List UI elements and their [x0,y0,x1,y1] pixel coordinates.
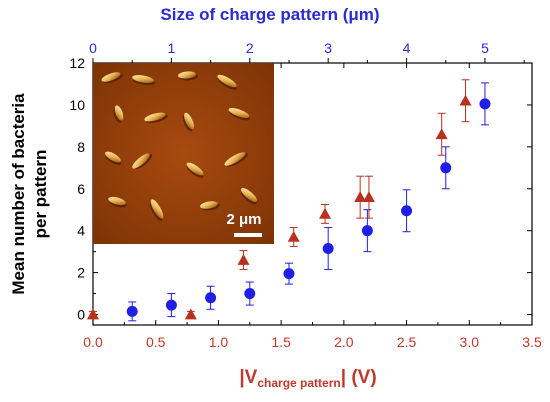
data-point-triangle [237,254,250,265]
afm-feature [105,151,121,163]
afm-feature [132,153,150,169]
top-tick-label: 4 [403,40,411,56]
bottom-axis-title-sub: charge pattern [257,376,340,390]
bottom-axis-ticks: 0.0 0.5 1.0 1.5 2.0 2.5 3.0 3.5 [83,63,542,350]
afm-feature [144,112,166,122]
y-axis-title-line1: Mean number of bacteria [9,93,28,295]
data-point-circle [283,268,295,280]
afm-scale-bar [234,233,262,237]
left-tick-label: 4 [77,223,85,239]
data-point-triangle [459,94,472,106]
afm-feature [114,105,124,121]
afm-feature [150,199,164,219]
bottom-tick-label: 0.5 [146,334,166,350]
data-point-circle [322,242,334,254]
afm-feature [224,152,246,166]
top-axis-ticks: 0 1 2 3 4 5 [89,40,525,63]
afm-feature [241,188,257,202]
afm-feature [200,201,218,209]
data-point-triangle [319,207,332,219]
data-point-circle [440,162,452,174]
left-tick-label: 12 [69,55,85,71]
afm-feature [186,162,204,176]
afm-feature [132,75,154,83]
data-point-triangle [435,128,448,140]
bottom-tick-label: 1.0 [209,334,229,350]
bottom-tick-label: 3.5 [522,334,542,350]
data-point-triangle [87,308,99,320]
left-tick-label: 6 [77,181,85,197]
bottom-tick-label: 2.5 [397,334,417,350]
left-tick-label: 10 [69,97,85,113]
afm-feature [101,72,121,82]
afm-feature [178,71,196,79]
bottom-axis-title-end: | (V) [341,367,377,388]
afm-feature [228,108,250,118]
afm-feature [108,196,126,206]
data-point-circle [205,292,217,304]
left-tick-label: 8 [77,139,85,155]
series-triangles [87,79,472,320]
top-tick-label: 5 [481,40,489,56]
bottom-tick-label: 0.0 [83,334,103,350]
data-point-triangle [287,230,300,242]
data-point-triangle [362,191,375,202]
data-point-circle [244,288,256,300]
data-point-circle [126,305,138,317]
data-point-circle [165,299,177,311]
afm-inset-features [101,71,257,221]
data-point-circle [361,225,373,237]
top-tick-label: 1 [167,40,175,56]
data-point-triangle [354,191,367,202]
afm-feature [217,74,237,88]
afm-feature [184,112,194,130]
top-tick-label: 2 [246,40,254,56]
bottom-axis-title: |Vcharge pattern| (V) [239,367,376,390]
bottom-tick-label: 1.5 [271,334,291,350]
bottom-tick-label: 2.0 [334,334,354,350]
series-circles [126,82,491,322]
bottom-axis-title-main: |V [239,367,257,388]
data-point-circle [401,205,413,217]
y-axis-title-line2: per pattern [31,150,50,239]
top-tick-label: 3 [324,40,332,56]
afm-scale-bar-label: 2 μm [226,211,261,228]
data-point-triangle [184,308,197,320]
top-axis-title: Size of charge pattern (μm) [160,5,379,24]
left-tick-label: 2 [77,265,85,281]
data-point-circle [479,98,491,110]
bottom-tick-label: 3.0 [460,334,480,350]
afm-inset: 2 μm [93,63,274,244]
left-tick-label: 0 [77,307,85,323]
top-tick-label: 0 [89,40,97,56]
